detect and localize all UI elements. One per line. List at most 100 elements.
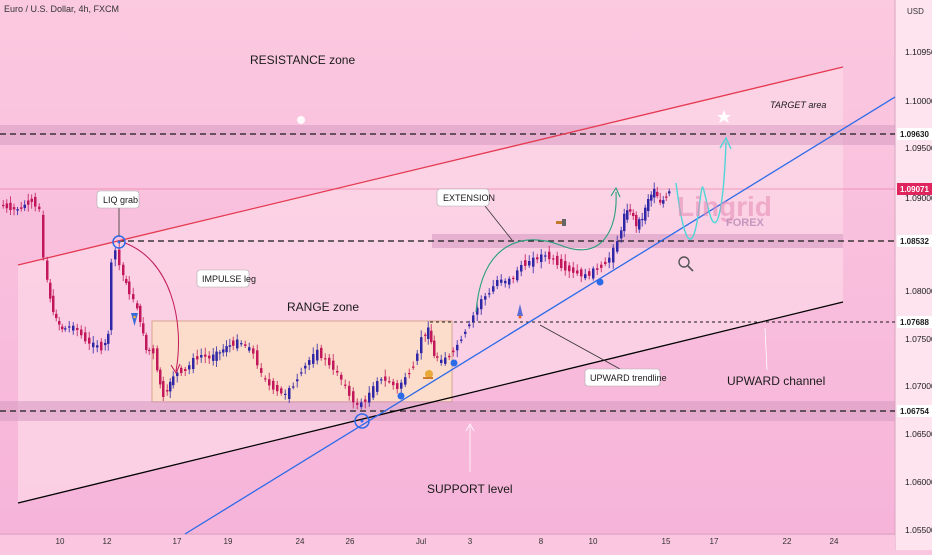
candle-body [638, 219, 641, 230]
candle-body [647, 198, 650, 212]
symbol-title: Euro / U.S. Dollar, 4h, FXCM [4, 4, 119, 14]
candle-body [552, 258, 555, 260]
resistance-line [17, 66, 844, 266]
candle-body [42, 214, 45, 258]
date-tick-label: 26 [346, 537, 355, 546]
price-tick-label: 1.08000 [905, 286, 932, 296]
candle-body [114, 250, 117, 260]
candle-body [364, 399, 367, 402]
candle-body [604, 261, 607, 265]
pin-icon [131, 313, 138, 326]
channel-pointer [764, 327, 768, 371]
range-zone-label: RANGE zone [287, 300, 359, 314]
trendline-touch-1 [397, 392, 405, 400]
date-tick-label: 3 [468, 537, 473, 546]
candle-body [55, 313, 58, 319]
candle-body [288, 387, 291, 400]
candle-body [68, 326, 71, 328]
candle-body [400, 382, 403, 389]
price-tag-109630: 1.09630 [897, 128, 932, 140]
candle-body [456, 344, 459, 351]
candle-body [668, 191, 671, 194]
trendline-pointer [539, 324, 621, 370]
candle-body [72, 325, 75, 331]
candle-body [612, 247, 615, 263]
candle-body [110, 262, 113, 331]
candle-body [148, 349, 151, 352]
candle-body [416, 353, 419, 361]
impulse-arrow [124, 242, 179, 372]
candle-body [576, 270, 579, 274]
date-tick-label: 10 [56, 537, 65, 546]
support-touch-marker [354, 413, 370, 429]
date-tick-label: 17 [173, 537, 182, 546]
target-sparkle-icon [297, 116, 305, 124]
candle-body [650, 194, 653, 201]
snail-icon [423, 370, 433, 379]
candle-body [536, 257, 539, 260]
candle-body [236, 339, 239, 349]
candle-body [653, 188, 656, 198]
candle-body [504, 280, 507, 284]
price-axis-panel [895, 0, 932, 550]
candle-body [49, 282, 52, 299]
candle-body [532, 257, 535, 267]
magnifier-icon [678, 256, 694, 272]
candle-body [440, 359, 443, 363]
candle-body [5, 203, 9, 209]
candles-group [2, 182, 671, 410]
price-tick-label: 1.10950 [905, 47, 932, 57]
candle-body [392, 381, 395, 386]
target-star-icon [717, 110, 731, 123]
candle-body [448, 355, 451, 358]
candle-body [623, 213, 626, 232]
currency-label: USD [907, 7, 924, 16]
candle-body [162, 381, 165, 397]
candle-body [368, 392, 371, 403]
candle-body [142, 323, 145, 334]
candle-body [27, 200, 30, 205]
candle-body [665, 196, 668, 198]
candle-body [61, 326, 64, 330]
candle-body [496, 280, 499, 286]
svg-text:1.06754: 1.06754 [900, 407, 929, 416]
price-tag-current: 1.09071 [897, 183, 932, 195]
candle-body [76, 327, 79, 331]
candle-body [556, 255, 559, 266]
candle-body [20, 207, 23, 209]
watermark-sub: FOREX [726, 217, 765, 229]
candle-body [524, 260, 527, 266]
candle-body [38, 206, 41, 210]
candle-body [284, 393, 287, 395]
candle-body [360, 402, 363, 408]
candle-body [104, 342, 107, 346]
candle-body [528, 260, 531, 266]
upward-trendline-callout [584, 368, 661, 387]
candle-body [635, 214, 638, 227]
upward-trendline [184, 96, 896, 535]
candle-body [2, 204, 5, 207]
candle-body [30, 198, 33, 202]
candle-body [312, 354, 315, 364]
candle-body [340, 374, 343, 380]
date-tick-label: 17 [710, 537, 719, 546]
candle-body [384, 376, 387, 381]
candle-body [12, 207, 16, 210]
candle-body [444, 357, 447, 364]
candle-body [352, 391, 355, 403]
candle-body [52, 295, 55, 313]
candle-body [641, 218, 644, 221]
candle-body [380, 379, 383, 381]
price-tag-108532: 1.08532 [897, 235, 932, 247]
candle-body [572, 267, 575, 273]
candle-body [460, 339, 463, 341]
candle-body [632, 212, 635, 217]
candle-body [304, 365, 307, 369]
candle-body [584, 274, 587, 279]
candle-body [23, 204, 26, 209]
candle-body [192, 357, 195, 370]
target-zone-band [0, 125, 895, 145]
candle-body [659, 199, 662, 203]
candle-body [80, 329, 83, 336]
